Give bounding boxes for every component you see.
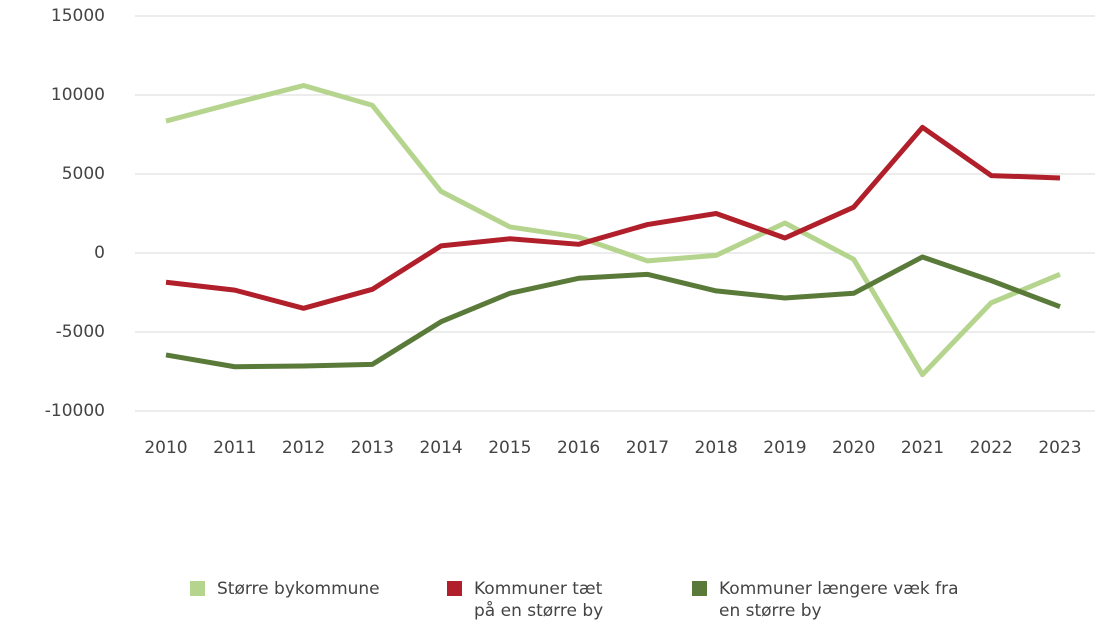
line-series (165, 124, 1061, 311)
x-tick-label: 2010 (144, 438, 187, 458)
legend-swatch (190, 581, 205, 596)
y-tick-label: 5000 (62, 164, 105, 184)
y-tick-label: -10000 (45, 401, 105, 421)
x-tick-label: 2015 (488, 438, 531, 458)
x-tick-label: 2018 (695, 438, 738, 458)
x-tick-label: 2017 (626, 438, 669, 458)
x-tick-label: 2022 (970, 438, 1013, 458)
legend-label: Kommuner tæt på en større by (474, 579, 604, 621)
line-series (165, 83, 1061, 378)
y-tick-label: 10000 (51, 85, 105, 105)
x-tick-label: 2013 (351, 438, 394, 458)
x-tick-label: 2012 (282, 438, 325, 458)
legend-item: Kommuner tæt på en større by (447, 578, 624, 622)
y-tick-label: 15000 (51, 6, 105, 26)
x-tick-label: 2023 (1038, 438, 1081, 458)
x-tick-label: 2014 (419, 438, 462, 458)
line-series (165, 254, 1061, 370)
legend-item: Større bykommune (190, 578, 407, 600)
x-tick-label: 2021 (901, 438, 944, 458)
legend-label: Større bykommune (217, 579, 380, 599)
x-tick-label: 2020 (832, 438, 875, 458)
y-tick-label: -5000 (56, 322, 105, 342)
legend-swatch (692, 581, 707, 596)
x-tick-label: 2019 (763, 438, 806, 458)
legend-label: Kommuner længere væk fra en større by (719, 579, 959, 621)
x-tick-label: 2016 (557, 438, 600, 458)
x-tick-label: 2011 (213, 438, 256, 458)
y-tick-label: 0 (94, 243, 105, 263)
legend-swatch (447, 581, 462, 596)
legend-item: Kommuner længere væk fra en større by (692, 578, 959, 622)
